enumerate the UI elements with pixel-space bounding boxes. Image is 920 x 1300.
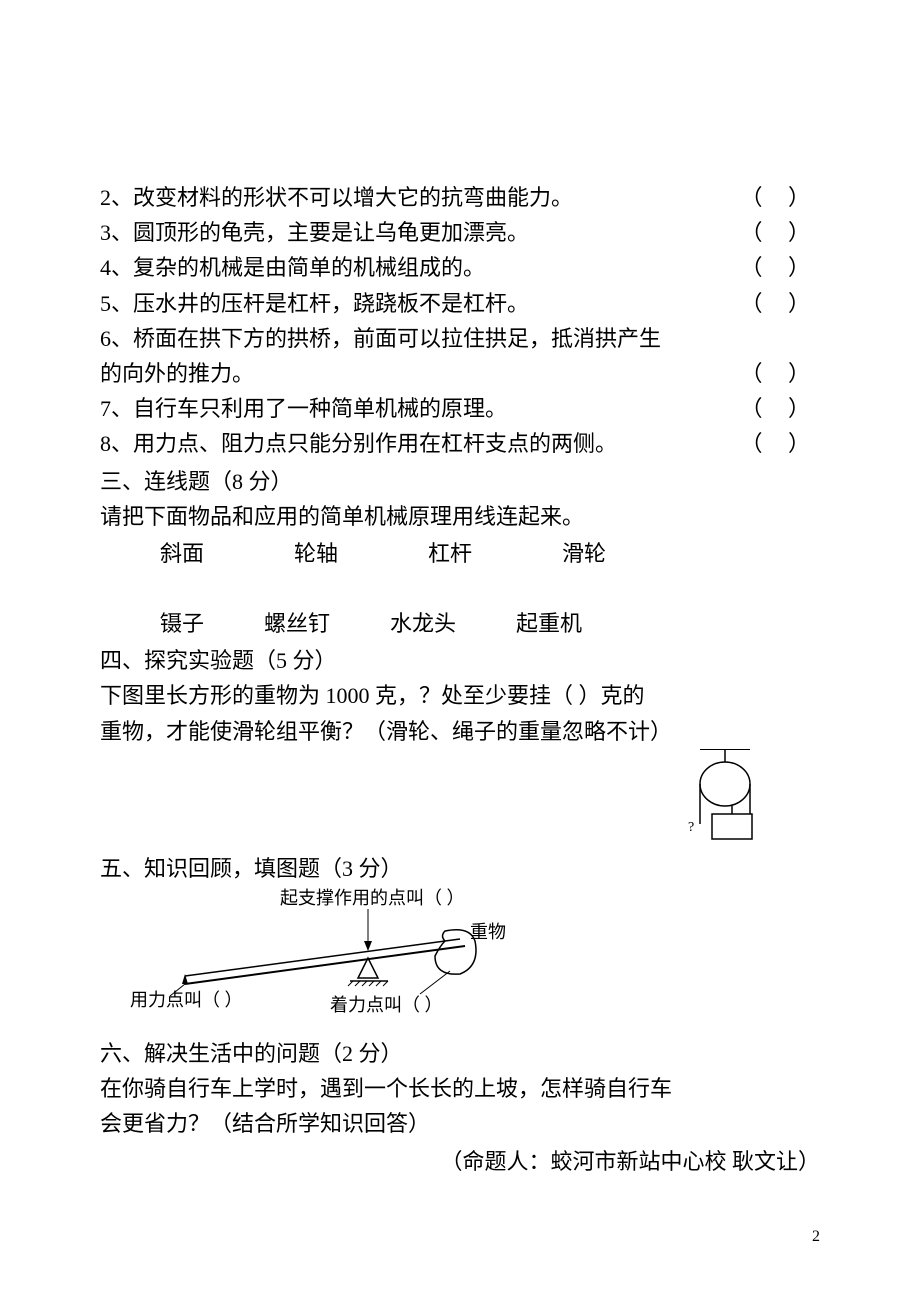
matching-row-1: 斜面 轮轴 杠杆 滑轮: [100, 536, 820, 571]
lever-icon: [150, 886, 600, 1016]
question-6-line1: 6、桥面在拱下方的拱桥，前面可以拉住拱足，抵消拱产生: [100, 321, 820, 356]
question-5-text: 5、压水井的压杆是杠杆，跷跷板不是杠杆。: [100, 286, 529, 321]
match-item-1a: 斜面: [160, 536, 204, 571]
question-5-paren: （ ）: [740, 286, 820, 321]
question-2-paren: （ ）: [740, 180, 820, 215]
question-2: 2、改变材料的形状不可以增大它的抗弯曲能力。 （ ）: [100, 180, 820, 215]
section4-line2: 重物，才能使滑轮组平衡？（滑轮、绳子的重量忽略不计）: [100, 714, 820, 749]
question-7-paren: （ ）: [740, 391, 820, 426]
question-6-line2-text: 的向外的推力。: [100, 356, 254, 391]
question-5: 5、压水井的压杆是杠杆，跷跷板不是杠杆。 （ ）: [100, 286, 820, 321]
section4-line1: 下图里长方形的重物为 1000 克，？处至少要挂（ ）克的: [100, 678, 820, 713]
match-item-1b: 轮轴: [294, 536, 338, 571]
section3-title: 三、连线题（8 分）: [100, 464, 820, 499]
question-8: 8、用力点、阻力点只能分别作用在杠杆支点的两侧。 （ ）: [100, 426, 820, 461]
question-3-text: 3、圆顶形的龟壳，主要是让乌龟更加漂亮。: [100, 215, 529, 250]
pulley-icon: ?: [670, 749, 760, 849]
match-item-2b: 螺丝钉: [264, 606, 330, 641]
question-6-line2: 的向外的推力。 （ ）: [100, 356, 820, 391]
section6-title: 六、解决生活中的问题（2 分）: [100, 1036, 820, 1071]
question-3-paren: （ ）: [740, 215, 820, 250]
author-line: （命题人：蛟河市新站中心校 耿文让）: [100, 1144, 820, 1179]
match-item-2c: 水龙头: [390, 606, 456, 641]
match-item-1d: 滑轮: [562, 536, 606, 571]
question-6-line2-paren: （ ）: [740, 356, 820, 391]
question-7-text: 7、自行车只利用了一种简单机械的原理。: [100, 391, 507, 426]
lever-diagram: 起支撑作用的点叫（ ） 重物 用力点叫（ ） 着力点叫（ ）: [150, 886, 600, 1016]
page-number: 2: [812, 1224, 820, 1250]
question-2-text: 2、改变材料的形状不可以增大它的抗弯曲能力。: [100, 180, 573, 215]
section4-title: 四、探究实验题（5 分）: [100, 643, 820, 678]
svg-text:?: ?: [688, 820, 694, 835]
pulley-diagram-container: ?: [100, 749, 820, 849]
question-8-paren: （ ）: [740, 426, 820, 461]
question-4: 4、复杂的机械是由简单的机械组成的。 （ ）: [100, 250, 820, 285]
question-8-text: 8、用力点、阻力点只能分别作用在杠杆支点的两侧。: [100, 426, 617, 461]
matching-row-2: 镊子 螺丝钉 水龙头 起重机: [100, 606, 820, 641]
section6-line2: 会更省力？（结合所学知识回答）: [100, 1106, 820, 1141]
question-4-paren: （ ）: [740, 250, 820, 285]
question-3: 3、圆顶形的龟壳，主要是让乌龟更加漂亮。 （ ）: [100, 215, 820, 250]
section6-line1: 在你骑自行车上学时，遇到一个长长的上坡，怎样骑自行车: [100, 1071, 820, 1106]
question-4-text: 4、复杂的机械是由简单的机械组成的。: [100, 250, 485, 285]
match-item-2a: 镊子: [160, 606, 204, 641]
question-7: 7、自行车只利用了一种简单机械的原理。 （ ）: [100, 391, 820, 426]
match-item-1c: 杠杆: [428, 536, 472, 571]
section3-instruction: 请把下面物品和应用的简单机械原理用线连起来。: [100, 499, 820, 534]
section5-title: 五、知识回顾，填图题（3 分）: [100, 851, 820, 886]
match-item-2d: 起重机: [516, 606, 582, 641]
